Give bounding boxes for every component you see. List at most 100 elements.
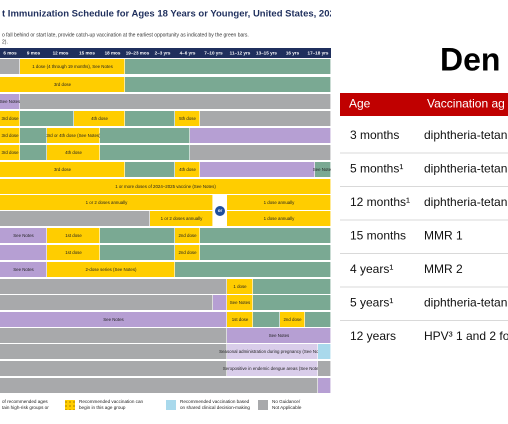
legend-text: on shared clinical decision-making xyxy=(180,405,250,410)
cell-text: See Notes xyxy=(13,267,34,272)
cell-segment xyxy=(20,59,125,74)
cell-text: Seropositive in endemic dengue areas (Se… xyxy=(223,366,323,371)
age-header: 11–12 yrs xyxy=(230,51,251,56)
age-header: 12 mos xyxy=(53,51,69,56)
cell-text: 1 dose xyxy=(233,284,247,289)
cell-segment xyxy=(0,361,227,376)
cell-segment xyxy=(315,162,331,177)
cell-segment xyxy=(125,111,175,126)
cell-segment xyxy=(0,59,20,74)
table-cell: MMR 2 xyxy=(424,262,463,276)
cell-text: 2nd dose xyxy=(283,317,302,322)
cell-text: 2nd dose xyxy=(178,233,197,238)
cell-segment xyxy=(20,145,47,160)
cell-text: 1 dose annually xyxy=(264,200,296,205)
legend-text: No Guidance/ xyxy=(272,399,301,404)
cell-text: See Notes xyxy=(103,317,124,322)
table-header-text: Vaccination ag xyxy=(427,97,505,111)
cell-segment xyxy=(253,279,331,294)
legend-swatch xyxy=(65,400,75,410)
cell-segment xyxy=(0,195,213,210)
cell-text: 1 dose annually xyxy=(264,216,296,221)
table-cell: 12 years xyxy=(350,329,396,343)
cell-segment xyxy=(125,162,175,177)
cell-segment xyxy=(175,111,200,126)
cell-text: See Notes xyxy=(0,99,21,104)
cell-segment xyxy=(100,228,175,243)
cell-text: 3rd or 4th dose (See Notes) xyxy=(46,133,101,138)
cell-segment xyxy=(190,128,331,143)
cell-text: 1st dose xyxy=(65,250,82,255)
schedule: t Immunization Schedule for Ages 18 Year… xyxy=(0,9,341,410)
age-header: 13–15 yrs xyxy=(256,51,277,56)
legend-swatch xyxy=(166,400,176,410)
cell-segment xyxy=(227,344,318,359)
table-cell: diphtheria-tetanus xyxy=(424,195,508,209)
cell-segment xyxy=(200,228,331,243)
cell-segment xyxy=(20,128,47,143)
table-cell: 5 months¹ xyxy=(350,162,403,176)
cell-segment xyxy=(0,295,213,310)
cell-segment xyxy=(175,262,331,277)
cell-text: 3rd dose xyxy=(1,133,19,138)
cell-segment xyxy=(227,312,253,327)
cell-segment xyxy=(47,145,100,160)
slide-table: Den Age Vaccination ag 3 months diphtheria-… xyxy=(340,41,508,343)
table-cell: 15 months xyxy=(350,229,406,243)
cell-segment xyxy=(100,145,190,160)
cell-segment xyxy=(74,111,125,126)
table-cell: 4 years¹ xyxy=(350,262,393,276)
legend-text: Not Applicable xyxy=(272,405,302,410)
cell-segment xyxy=(20,94,331,109)
cell-segment xyxy=(0,228,47,243)
cell-text: 4th dose xyxy=(91,116,108,121)
cell-segment xyxy=(213,295,227,310)
cell-segment xyxy=(150,211,213,226)
table-cell: diphtheria-tetanus xyxy=(424,296,508,310)
cell-segment xyxy=(227,211,331,226)
cell-segment xyxy=(125,77,331,92)
schedule-title: t Immunization Schedule for Ages 18 Year… xyxy=(2,9,341,20)
cell-segment xyxy=(0,128,20,143)
table-cell: MMR 1 xyxy=(424,229,463,243)
cell-text: Seasonal administration during pregnancy… xyxy=(219,349,326,354)
legend-text: of recommended ages xyxy=(2,399,48,404)
cell-segment xyxy=(20,111,74,126)
age-header: 6 mos xyxy=(3,51,17,56)
cell-segment xyxy=(280,312,305,327)
cell-segment xyxy=(253,295,331,310)
cell-segment xyxy=(0,344,227,359)
cell-text: 3rd dose xyxy=(54,82,72,87)
slide-title: Den xyxy=(440,41,500,77)
cell-text: 1 or 2 doses annually xyxy=(161,216,204,221)
cell-segment xyxy=(100,128,190,143)
cell-text: See Notes xyxy=(13,233,34,238)
cell-segment xyxy=(0,94,20,109)
cell-segment xyxy=(0,145,20,160)
table-cell: HPV³ 1 and 2 for xyxy=(424,329,508,343)
legend-text: begin in this age group xyxy=(79,405,126,410)
cell-segment xyxy=(0,312,227,327)
age-header: 16 yrs xyxy=(286,51,300,56)
cell-segment xyxy=(0,279,227,294)
cell-text: 3rd dose xyxy=(1,116,19,121)
cell-text: 4th dose xyxy=(179,167,196,172)
cell-segment xyxy=(305,312,331,327)
table-cell: 12 months¹ xyxy=(350,195,410,209)
cell-segment xyxy=(47,128,100,143)
cell-segment xyxy=(47,228,100,243)
schedule-subtitle: o fall behind or start late, provide cat… xyxy=(2,32,249,38)
cell-segment xyxy=(253,312,280,327)
age-header: 17–18 yrs xyxy=(308,51,329,56)
age-header: 15 mos xyxy=(79,51,95,56)
cell-segment xyxy=(227,361,318,376)
table-cell: 3 months xyxy=(350,128,399,142)
cell-segment xyxy=(318,378,331,393)
cell-segment xyxy=(0,77,125,92)
cell-text: 5th dose xyxy=(179,116,196,121)
cell-segment xyxy=(0,378,318,393)
cell-segment xyxy=(227,328,331,343)
cell-segment xyxy=(47,262,175,277)
cell-text: 3rd dose xyxy=(1,150,19,155)
cell-segment xyxy=(227,195,331,210)
